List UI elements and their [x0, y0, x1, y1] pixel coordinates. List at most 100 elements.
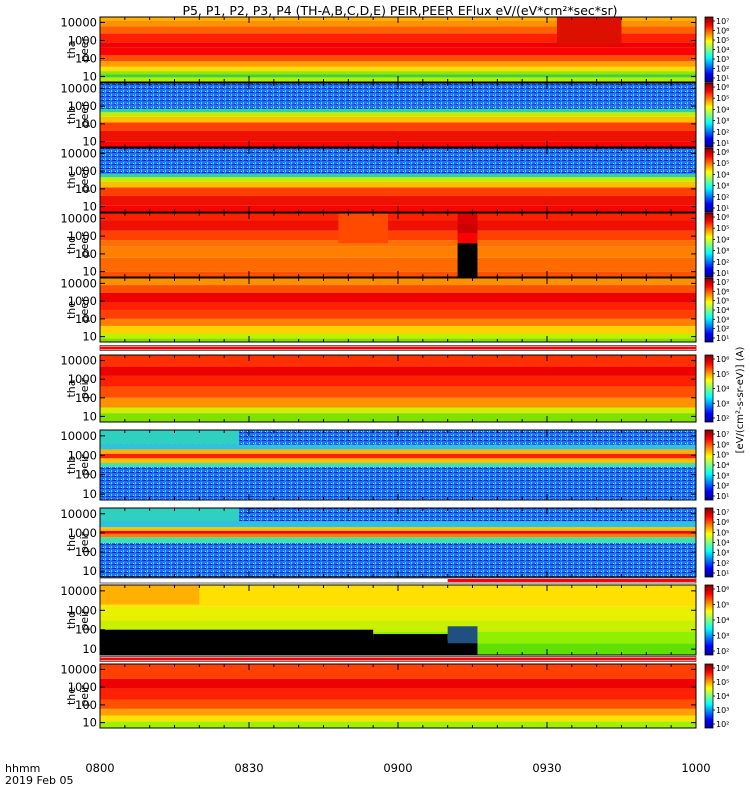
event-thd-peir-3: [447, 626, 478, 644]
panel-tha-peir: 10 100 1000 10000 tha peir 10⁶ 10⁵ 10⁴ 10³ 10²: [60, 354, 729, 424]
band-thc-peir-6: [100, 521, 696, 528]
cbar-label-tha-peer-1: 10⁶: [716, 27, 729, 36]
cbar-label-the-peer-0: 10⁷: [716, 278, 729, 287]
cbar-label-the-peir-3: 10³: [716, 706, 729, 715]
band-tha-peer-6: [100, 55, 696, 62]
ytick-label-tha-peir-100: 100: [75, 391, 97, 405]
band-the-peer-4: [100, 318, 696, 326]
ytick-label-thc-peer-100: 100: [75, 182, 97, 196]
ytick-label-thd-peir-10: 10: [82, 642, 97, 656]
panel-label-the-peer-1: the: [65, 301, 78, 319]
colorbar-the-peir: [704, 663, 714, 729]
panel-label-thd-peir-2: peir: [78, 609, 91, 631]
cbar-label-thb-peer-3: 10³: [716, 117, 729, 126]
cbar-label-tha-peir-1: 10⁵: [716, 370, 729, 379]
band-thd-peer-2: [100, 257, 696, 272]
colorbar-tha-peir: [704, 354, 714, 423]
ytick-label-thc-peer-10: 10: [82, 200, 97, 214]
band-tha-peer-4: [100, 66, 696, 72]
cbar-label-thd-peer-2: 10⁴: [716, 235, 729, 244]
panel-the-peer: 10 100 1000 10000 the peer 10⁷10⁶10⁵10⁴10³10²1…: [60, 276, 729, 351]
panel-thd-peer: 10 100 1000 10000 thd peer 10⁶ 10⁵ 10⁴ 10³ 10² 10¹: [60, 211, 729, 278]
cbar-label-thb-peir-1: 10⁶: [716, 440, 729, 449]
panel-label-thd-peer-1: thd: [65, 236, 78, 254]
cbar-label-thd-peir-1: 10⁵: [716, 601, 729, 610]
ytick-label-thd-peir-100: 100: [75, 623, 97, 637]
ytick-label-the-peer-10000: 10000: [60, 276, 97, 290]
band-thc-peer-5: [100, 177, 696, 182]
cbar-label-thc-peir-1: 10⁶: [716, 518, 729, 527]
band-thb-peer-6: [100, 108, 696, 113]
band-thb-peir-4: [100, 453, 696, 459]
band-the-peer-3: [100, 325, 696, 334]
band-thb-peir-2: [100, 463, 696, 467]
cbar-label-thc-peir-5: 10²: [716, 559, 729, 568]
band-thd-peer-5: [100, 230, 696, 241]
panel-label-thb-peir-2: peir: [78, 454, 91, 476]
event-thb-peir-0: [100, 430, 240, 445]
ytick-label-thc-peer-10000: 10000: [60, 146, 97, 160]
ytick-label-thb-peer-10: 10: [82, 135, 97, 149]
cbar-label-thc-peir-6: 10¹: [716, 569, 729, 578]
cbar-label-tha-peer-5: 10²: [716, 65, 729, 74]
cbar-label-tha-peer-3: 10⁴: [716, 46, 729, 55]
colorbar-thd-peer: [704, 212, 714, 278]
cbar-label-thb-peer-1: 10⁵: [716, 94, 729, 103]
band-thc-peer-7: [100, 169, 696, 174]
band-tha-peir-3: [100, 397, 696, 408]
band-thd-peer-6: [100, 220, 696, 231]
event-thd-peir-2: [373, 634, 448, 655]
ytick-label-the-peir-10: 10: [82, 716, 97, 730]
colorbar-labels: [eV/(cm²-s-sr-eV)] (A): [735, 347, 746, 454]
band-thc-peer-2: [100, 195, 696, 206]
colorbar-thb-peir: [704, 429, 714, 501]
colorbar-the-peer: [704, 277, 714, 343]
event-thd-peer-1: [457, 243, 478, 277]
ytick-label-tha-peer-1000: 1000: [68, 33, 97, 47]
panel-label-thb-peer-2: peer: [78, 102, 91, 128]
panel-label-thc-peir-2: peir: [78, 531, 91, 553]
event-thd-peir-4: [100, 585, 200, 605]
cbar-label-thd-peer-4: 10²: [716, 258, 729, 267]
cbar-label-thb-peer-5: 10¹: [716, 139, 729, 148]
band-tha-peir-5: [100, 375, 696, 387]
panel-tha-peer: 10 100 1000 10000 tha peer 10⁷10⁶10⁵10⁴10³10²1…: [60, 15, 729, 83]
band-tha-peer-11: [100, 21, 696, 27]
xtick-label-0830: 0830: [234, 761, 263, 775]
cbar-label-the-peir-2: 10⁴: [716, 692, 729, 701]
cbar-label-thb-peir-2: 10⁵: [716, 451, 729, 460]
panel-thb-peer: 10 100 1000 10000 thb peer 10⁶ 10⁵ 10⁴ 10³ 10² 10¹: [60, 81, 729, 148]
ytick-label-thb-peer-1000: 1000: [68, 99, 97, 113]
panel-label-tha-peer-1: tha: [65, 40, 78, 58]
band-thd-peir-4: [100, 606, 696, 621]
band-thc-peir-5: [100, 527, 696, 531]
cbar-label-the-peer-5: 10²: [716, 325, 729, 334]
cbar-label-the-peir-0: 10⁶: [716, 664, 729, 673]
panel-thd-peir: 10 100 1000 10000 thd peir 10⁶ 10⁵ 10⁴ 10³ 10²: [60, 584, 729, 662]
band-the-peer-5: [100, 310, 696, 319]
band-the-peir-6: [100, 678, 696, 689]
ytick-label-the-peer-100: 100: [75, 312, 97, 326]
flag-strip-fill-the-peer: [100, 346, 696, 350]
ytick-label-thd-peir-1000: 1000: [68, 603, 97, 617]
band-the-peir-4: [100, 699, 696, 709]
band-thc-peer-6: [100, 173, 696, 178]
cbar-label-thd-peer-3: 10³: [716, 247, 729, 256]
cbar-label-tha-peer-0: 10⁷: [716, 17, 729, 26]
x-axis: hhmm 2019 Feb 05 0800 0830 0900 0930 1000: [5, 761, 711, 787]
cbar-label-the-peer-4: 10³: [716, 315, 729, 324]
cbar-label-thc-peer-0: 10⁶: [716, 148, 729, 157]
band-thd-peer-3: [100, 246, 696, 258]
cbar-label-thc-peer-2: 10⁴: [716, 170, 729, 179]
panel-label-the-peer-2: peer: [78, 297, 91, 323]
event-tha-peer-0: [556, 17, 622, 45]
cbar-label-the-peer-1: 10⁶: [716, 287, 729, 296]
ytick-label-the-peer-1000: 1000: [68, 294, 97, 308]
ytick-label-tha-peer-10000: 10000: [60, 15, 97, 29]
panel-label-thb-peir-1: thb: [65, 456, 78, 474]
band-tha-peir-6: [100, 366, 696, 376]
cbar-label-thb-peer-0: 10⁶: [716, 83, 729, 92]
cbar-label-thd-peir-4: 10²: [716, 647, 729, 656]
